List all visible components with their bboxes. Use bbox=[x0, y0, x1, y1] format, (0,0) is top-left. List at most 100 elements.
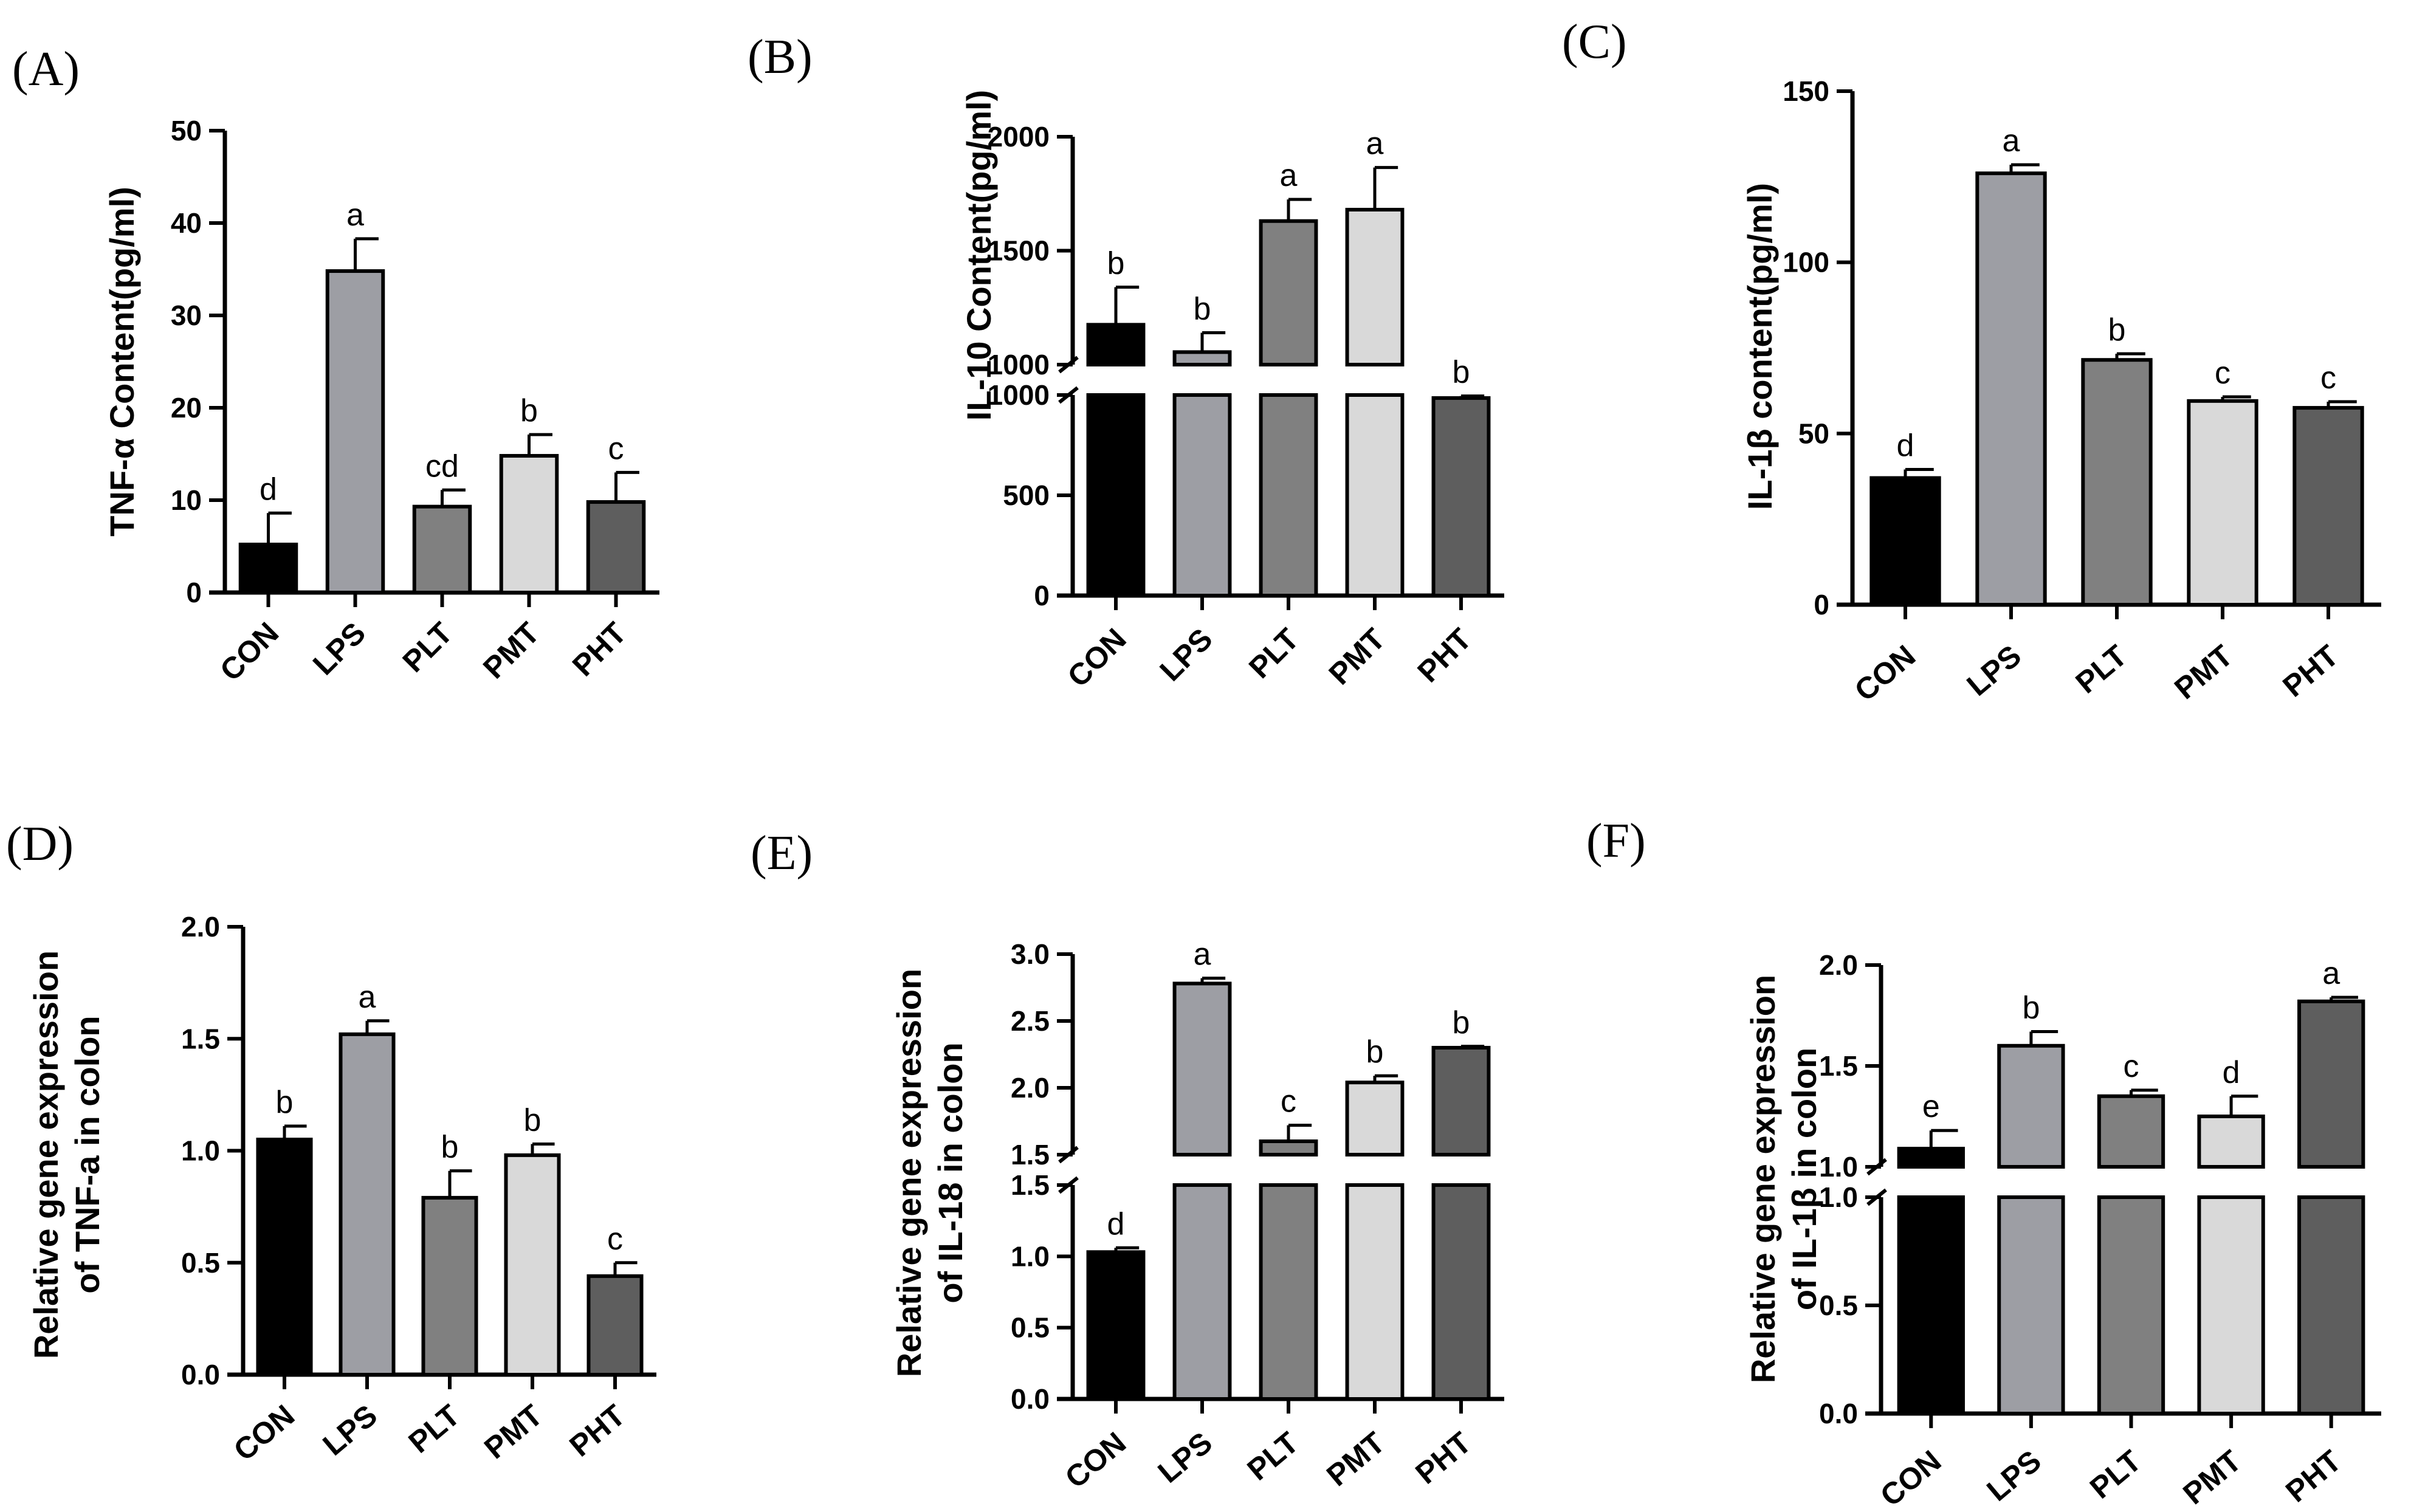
bar-pht bbox=[1431, 396, 1491, 597]
bar-pmt-lower bbox=[2197, 1195, 2265, 1415]
significance-letter: c bbox=[1281, 1084, 1296, 1119]
chart-panel-a: (A) 0 10 20 30 40 50 TNF-α Content(pg/ml) d CON a L… bbox=[12, 43, 659, 687]
significance-letter: d bbox=[2223, 1055, 2240, 1090]
panel-label: (F) bbox=[1586, 814, 1646, 868]
bar-pht-lower bbox=[2297, 1195, 2365, 1415]
bar-lps-lower bbox=[1997, 1195, 2065, 1415]
y-tick-label: 1.5 bbox=[1819, 1050, 1858, 1082]
bar-pmt bbox=[504, 1153, 561, 1376]
panel-label: (B) bbox=[748, 30, 813, 84]
y-tick-label: 500 bbox=[1003, 479, 1050, 511]
bar-lps bbox=[1997, 1043, 2065, 1169]
bar-plt bbox=[421, 1195, 478, 1376]
significance-letter: a bbox=[2003, 123, 2020, 159]
x-tick-label: PLT bbox=[402, 1398, 467, 1460]
y-tick-label: 1.5 bbox=[1011, 1169, 1050, 1201]
y-tick-label: 1.0 bbox=[1011, 1240, 1050, 1272]
bar-pmt bbox=[1345, 1081, 1405, 1156]
bar-con bbox=[1086, 1250, 1146, 1401]
x-tick-label: PMT bbox=[478, 1398, 549, 1466]
bar-pht bbox=[2297, 999, 2365, 1169]
y-tick-label: 50 bbox=[171, 115, 202, 146]
significance-letter: d bbox=[260, 472, 277, 507]
bar-con bbox=[238, 542, 298, 595]
x-tick-label: LPS bbox=[1153, 622, 1219, 687]
y-tick-label: 1000 bbox=[988, 349, 1050, 380]
x-tick-label: PLT bbox=[2069, 639, 2134, 700]
bar-con bbox=[256, 1138, 313, 1376]
y-axis-title-line: of IL-18 in colon bbox=[931, 1042, 969, 1303]
x-tick-label: PLT bbox=[2083, 1444, 2148, 1505]
y-axis-title-text: IL-10 Content(pg/ml) bbox=[960, 90, 998, 421]
significance-letter: a bbox=[1366, 126, 1384, 162]
significance-letter: a bbox=[1280, 158, 1298, 193]
significance-letter: b bbox=[441, 1130, 459, 1165]
bar-pmt bbox=[2187, 399, 2258, 607]
chart-panel-c: (C) 0 50 100 150 IL-1β content(pg/ml) d CON a LPS… bbox=[1562, 15, 2381, 708]
bar-pht bbox=[586, 1274, 644, 1377]
x-tick-label: LPS bbox=[1980, 1444, 2047, 1508]
bar-con bbox=[1869, 476, 1941, 607]
y-tick-label: 0.0 bbox=[181, 1359, 220, 1390]
y-tick-label: 2.0 bbox=[181, 911, 220, 943]
y-axis-title: Relative gene expression of IL-1β in colo… bbox=[1744, 975, 1823, 1383]
bar-lps bbox=[1172, 350, 1232, 366]
y-tick-label: 20 bbox=[171, 392, 202, 424]
y-axis-title-line: Relative gene expression bbox=[27, 950, 65, 1359]
x-tick-label: PHT bbox=[563, 1398, 631, 1463]
x-tick-label: PLT bbox=[1241, 1426, 1305, 1487]
x-tick-label: PLT bbox=[1242, 622, 1305, 685]
significance-letter: a bbox=[1194, 937, 1211, 972]
x-tick-label: LPS bbox=[317, 1398, 383, 1462]
bar-lps bbox=[1172, 981, 1232, 1157]
significance-letter: c bbox=[2320, 360, 2336, 396]
bar-pmt bbox=[499, 454, 559, 594]
significance-letter: a bbox=[359, 980, 376, 1015]
y-tick-label: 50 bbox=[1798, 418, 1829, 449]
significance-letter: b bbox=[1194, 292, 1211, 327]
significance-letter: c bbox=[2124, 1049, 2139, 1084]
significance-letter: c bbox=[608, 431, 624, 466]
significance-letter: b bbox=[1453, 1005, 1470, 1040]
significance-letter: a bbox=[2322, 956, 2340, 991]
y-tick-label: 0.0 bbox=[1819, 1398, 1858, 1429]
significance-letter: b bbox=[1107, 246, 1125, 281]
y-tick-label: 10 bbox=[171, 484, 202, 516]
bar-plt bbox=[412, 504, 472, 595]
y-axis-title: IL-10 Content(pg/ml) bbox=[960, 90, 998, 421]
significance-letter: cd bbox=[425, 448, 459, 484]
x-tick-label: PHT bbox=[1411, 622, 1477, 689]
bar-pht bbox=[586, 500, 646, 594]
significance-letter: d bbox=[1107, 1206, 1125, 1242]
bar-pmt bbox=[2197, 1115, 2265, 1169]
y-axis-title: IL-1β content(pg/ml) bbox=[1741, 183, 1779, 510]
y-tick-label: 0.0 bbox=[1011, 1383, 1050, 1415]
y-tick-label: 2.0 bbox=[1011, 1072, 1050, 1104]
y-tick-label: 1.5 bbox=[181, 1023, 220, 1054]
bar-pht-lower bbox=[1431, 1183, 1491, 1401]
chart-panel-d: (D) 0.0 0.5 1.0 1.5 2.0 Relative gene expressi… bbox=[6, 817, 656, 1468]
bar-pmt-lower bbox=[1345, 1183, 1405, 1401]
y-tick-label: 1.0 bbox=[181, 1135, 220, 1167]
bar-pmt bbox=[1345, 208, 1405, 366]
y-axis-title: Relative gene expression of IL-18 in colo… bbox=[890, 969, 969, 1377]
y-tick-label: 1.5 bbox=[1011, 1139, 1050, 1170]
x-tick-label: PMT bbox=[2168, 639, 2239, 706]
y-tick-label: 0.5 bbox=[181, 1247, 220, 1279]
bar-lps bbox=[339, 1032, 396, 1376]
bar-lps bbox=[1975, 171, 2047, 607]
bar-plt-lower bbox=[1259, 393, 1318, 597]
bar-plt-lower bbox=[1259, 1183, 1318, 1401]
x-tick-label: PMT bbox=[2176, 1444, 2248, 1511]
significance-letter: d bbox=[1897, 428, 1914, 463]
y-tick-label: 150 bbox=[1783, 75, 1829, 107]
bar-plt bbox=[2081, 358, 2153, 607]
bar-plt bbox=[1259, 219, 1318, 366]
y-tick-label: 0.5 bbox=[1011, 1312, 1050, 1344]
significance-letter: c bbox=[2215, 356, 2230, 391]
y-tick-label: 0.5 bbox=[1819, 1290, 1858, 1321]
panel-label: (C) bbox=[1562, 15, 1627, 69]
x-tick-label: LPS bbox=[1961, 639, 2028, 703]
x-tick-label: CON bbox=[1059, 1426, 1132, 1495]
bar-lps bbox=[325, 269, 385, 595]
